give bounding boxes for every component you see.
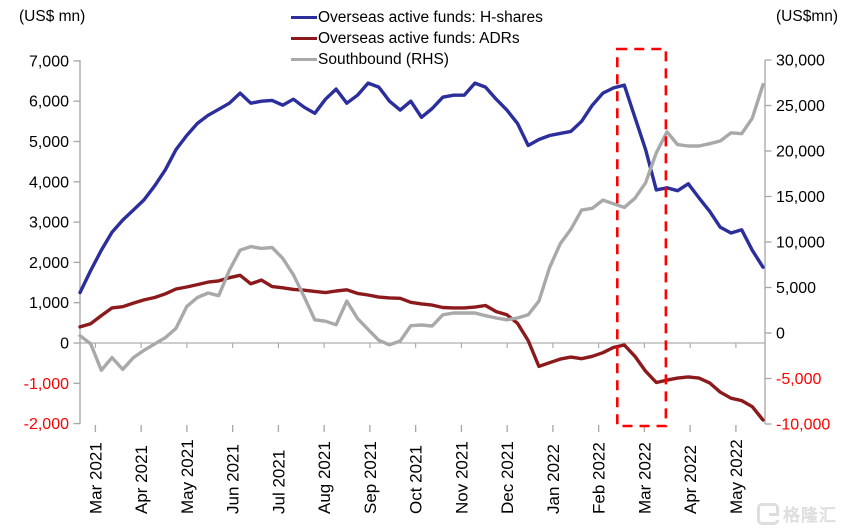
legend-label-adrs: Overseas active funds: ADRs [318, 29, 520, 47]
legend-item-h-shares: Overseas active funds: H-shares [291, 7, 543, 28]
adrs-line-swatch [291, 36, 317, 41]
x-axis-month-label: May 2022 [727, 439, 746, 514]
x-axis-month-label: Mar 2021 [86, 442, 105, 514]
right-axis-title: (US$mn) [776, 8, 839, 25]
x-axis-month-label: Oct 2021 [407, 445, 426, 514]
x-axis-month-label: Jun 2021 [224, 444, 243, 514]
right-axis-tick-label: 5,000 [776, 280, 816, 297]
left-axis-tick-label: 4,000 [29, 174, 69, 191]
legend: Overseas active funds: H-shares Overseas… [291, 7, 543, 70]
x-axis-month-label: Dec 2021 [498, 441, 517, 514]
left-axis-tick-label: 2,000 [29, 255, 69, 272]
left-axis-tick-label: -2,000 [24, 416, 69, 433]
legend-item-adrs: Overseas active funds: ADRs [291, 28, 543, 49]
right-axis-tick-label: -5,000 [776, 371, 821, 388]
series-line-overseas-active-funds-h-shares [78, 81, 765, 295]
right-axis-tick-label: 30,000 [776, 53, 825, 70]
x-axis-month-label: Sep 2021 [361, 441, 380, 514]
x-axis-month-label: Feb 2022 [590, 442, 609, 514]
x-axis-month-label: Apr 2022 [681, 445, 700, 514]
h-shares-line-swatch [291, 15, 317, 20]
gelonghui-logo-icon [757, 502, 779, 525]
right-axis-tick-label: 15,000 [776, 189, 825, 206]
left-axis-tick-label: 7,000 [29, 53, 69, 70]
left-axis-tick-label: 0 [60, 336, 69, 353]
legend-label-h-shares: Overseas active funds: H-shares [318, 8, 543, 26]
x-axis-month-label: Mar 2022 [635, 442, 654, 514]
legend-item-southbound: Southbound (RHS) [291, 49, 543, 70]
left-axis-tick-label: 5,000 [29, 134, 69, 151]
watermark-text: 格隆汇 [783, 506, 837, 525]
right-axis-tick-label: 10,000 [776, 235, 825, 252]
left-axis-tick-label: 3,000 [29, 215, 69, 232]
x-axis-month-label: Nov 2021 [452, 441, 471, 514]
left-axis-tick-label: 1,000 [29, 295, 69, 312]
series-line-southbound-rhs- [78, 82, 765, 372]
right-axis-tick-label: 20,000 [776, 144, 825, 161]
left-axis-tick-label: -1,000 [24, 376, 69, 393]
series-line-overseas-active-funds-adrs [78, 273, 765, 422]
x-axis-month-label: May 2021 [178, 439, 197, 514]
gelonghui-watermark: 格隆汇 [757, 501, 837, 526]
left-axis-title: (US$ mn) [19, 8, 86, 25]
legend-label-southbound: Southbound (RHS) [318, 50, 449, 68]
x-axis-month-label: Aug 2021 [315, 441, 334, 514]
x-axis-month-label: Jul 2021 [269, 450, 288, 514]
right-axis-tick-label: -10,000 [776, 417, 830, 434]
left-axis-tick-label: 6,000 [29, 94, 69, 111]
right-axis-tick-label: 25,000 [776, 98, 825, 115]
x-axis-month-label: Apr 2021 [132, 445, 151, 514]
highlight-box-mar-2022 [615, 47, 668, 428]
x-axis-month-label: Jan 2022 [544, 444, 563, 514]
southbound-line-swatch [291, 57, 317, 62]
right-axis-tick-label: 0 [776, 326, 785, 343]
